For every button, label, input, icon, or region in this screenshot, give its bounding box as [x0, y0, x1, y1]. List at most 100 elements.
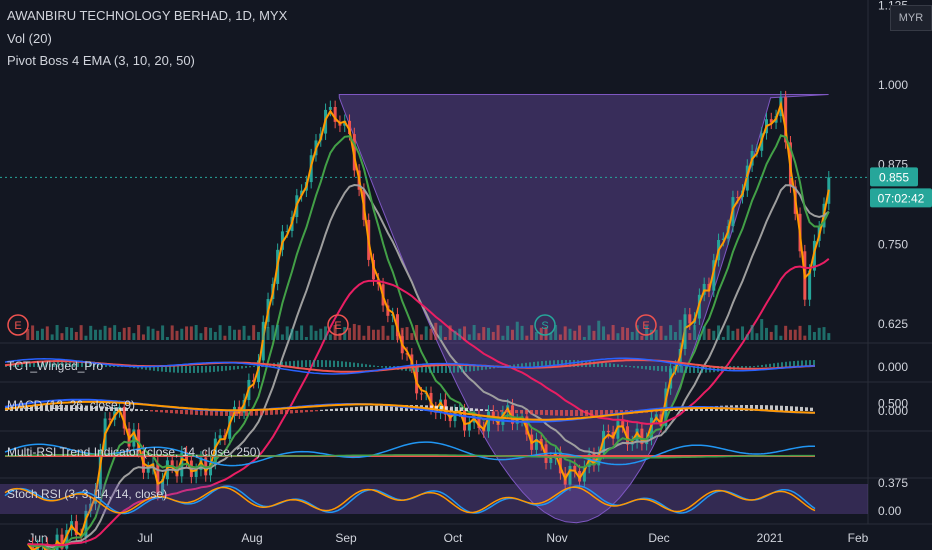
volume-bar [635, 325, 639, 340]
macd-indicator-label[interactable]: MACD (12, 26, close, 9) [7, 398, 136, 412]
tct-histogram-bar [673, 366, 675, 373]
volume-bar [597, 320, 601, 340]
volume-bar [822, 327, 826, 340]
volume-bar [745, 334, 749, 340]
macd-histogram-bar [675, 408, 678, 411]
volume-bar [448, 325, 452, 340]
tct-histogram-bar [285, 361, 287, 367]
volume-bar [755, 333, 759, 340]
tct-histogram-bar [61, 360, 63, 367]
tct-histogram-bar [365, 364, 367, 367]
tct-histogram-bar [777, 362, 779, 367]
macd-histogram-bar [560, 410, 563, 416]
tct-histogram-bar [41, 360, 43, 367]
tct-histogram-bar [21, 362, 23, 367]
currency-button[interactable]: MYR [890, 5, 932, 31]
volume-bar [209, 327, 213, 340]
y-tick-label: 0.500 [878, 397, 908, 411]
candle-body [74, 521, 78, 535]
macd-histogram-bar [75, 405, 78, 411]
volume-bar [141, 334, 145, 340]
macd-value: 0.000 [878, 404, 908, 418]
volume-bar [252, 325, 256, 340]
time-badge-label: 07:02:42 [878, 191, 925, 205]
volume-bar [410, 333, 414, 340]
macd-histogram-bar [795, 406, 798, 411]
volume-bar [276, 325, 280, 340]
macd-histogram-bar [485, 409, 488, 411]
tct-histogram-bar [617, 364, 619, 367]
tct-histogram-bar [185, 366, 187, 373]
macd-histogram-bar [590, 410, 593, 416]
macd-histogram-bar [190, 410, 193, 415]
tct-histogram-bar [593, 361, 595, 367]
tct-histogram-bar [545, 360, 547, 367]
tct-histogram-bar [169, 366, 171, 373]
x-tick-label: Sep [335, 531, 357, 545]
macd-histogram-bar [105, 406, 108, 411]
x-tick-label: Dec [648, 531, 669, 545]
tct-histogram-bar [749, 366, 751, 368]
macd-histogram-bar [95, 406, 98, 411]
volume-bar [357, 325, 361, 340]
macd-histogram-bar [395, 405, 398, 411]
tct-histogram-bar [429, 366, 431, 373]
tct-indicator-label[interactable]: TCT_Winged_Pro [7, 359, 104, 373]
macd-histogram-bar [30, 405, 33, 411]
tct-histogram-bar [145, 366, 147, 370]
volume-bar [558, 334, 562, 340]
tct-histogram-bar [69, 360, 71, 367]
candle-body [784, 97, 788, 143]
volume-bar [242, 325, 246, 340]
rsi-indicator-label[interactable]: Multi-RSI Trend Indicator (close, 14, cl… [7, 445, 261, 459]
candle-body [549, 458, 553, 463]
tct-histogram-bar [765, 364, 767, 367]
tct-histogram-bar [85, 360, 87, 367]
candle-body [218, 435, 222, 439]
candle-body [60, 534, 64, 549]
macd-histogram-bar [280, 410, 283, 415]
candle-body [721, 238, 725, 240]
candle-body [539, 438, 543, 445]
tct-histogram-bar [233, 366, 235, 370]
volume-bar [741, 326, 745, 340]
tct-histogram-bar [413, 366, 415, 372]
macd-histogram-bar [550, 410, 553, 416]
volume-bar [60, 333, 64, 340]
volume-bar [223, 335, 227, 340]
tct-histogram-bar [805, 360, 807, 367]
volume-bar [712, 330, 716, 340]
tct-histogram-bar [409, 366, 411, 372]
candle-body [228, 416, 232, 439]
macd-histogram-bar [265, 410, 268, 416]
volume-bar [266, 327, 270, 340]
macd-histogram-bar [505, 410, 508, 413]
macd-histogram-bar [185, 410, 188, 415]
macd-histogram-bar [260, 410, 263, 416]
volume-bar [324, 326, 328, 340]
candle-body [348, 120, 352, 135]
tct-histogram-bar [669, 366, 671, 373]
volume-bar [764, 327, 768, 340]
volume-bar [544, 327, 548, 340]
stochrsi-indicator-label[interactable]: Stoch RSI (3, 3, 14, 14, close) [7, 487, 168, 501]
ema3-line [26, 100, 830, 550]
x-tick-label: Jul [137, 531, 152, 545]
time-badge [870, 188, 932, 208]
macd-histogram-bar [510, 410, 513, 413]
tct-histogram-bar [757, 365, 759, 367]
volume-bar [381, 325, 385, 340]
tct-histogram-bar [301, 360, 303, 367]
tct-histogram-bar [17, 363, 19, 367]
tct-histogram-bar [449, 366, 451, 373]
stochrsi-band [0, 484, 868, 514]
volume-bar [808, 325, 812, 340]
macd-histogram-bar [195, 410, 198, 415]
tct-histogram-bar [381, 366, 383, 368]
macd-histogram-bar [810, 407, 813, 411]
tct-histogram-bar [645, 366, 647, 370]
tct-histogram-bar [609, 363, 611, 367]
candle-body [573, 465, 577, 472]
tct-histogram-bar [197, 366, 199, 373]
